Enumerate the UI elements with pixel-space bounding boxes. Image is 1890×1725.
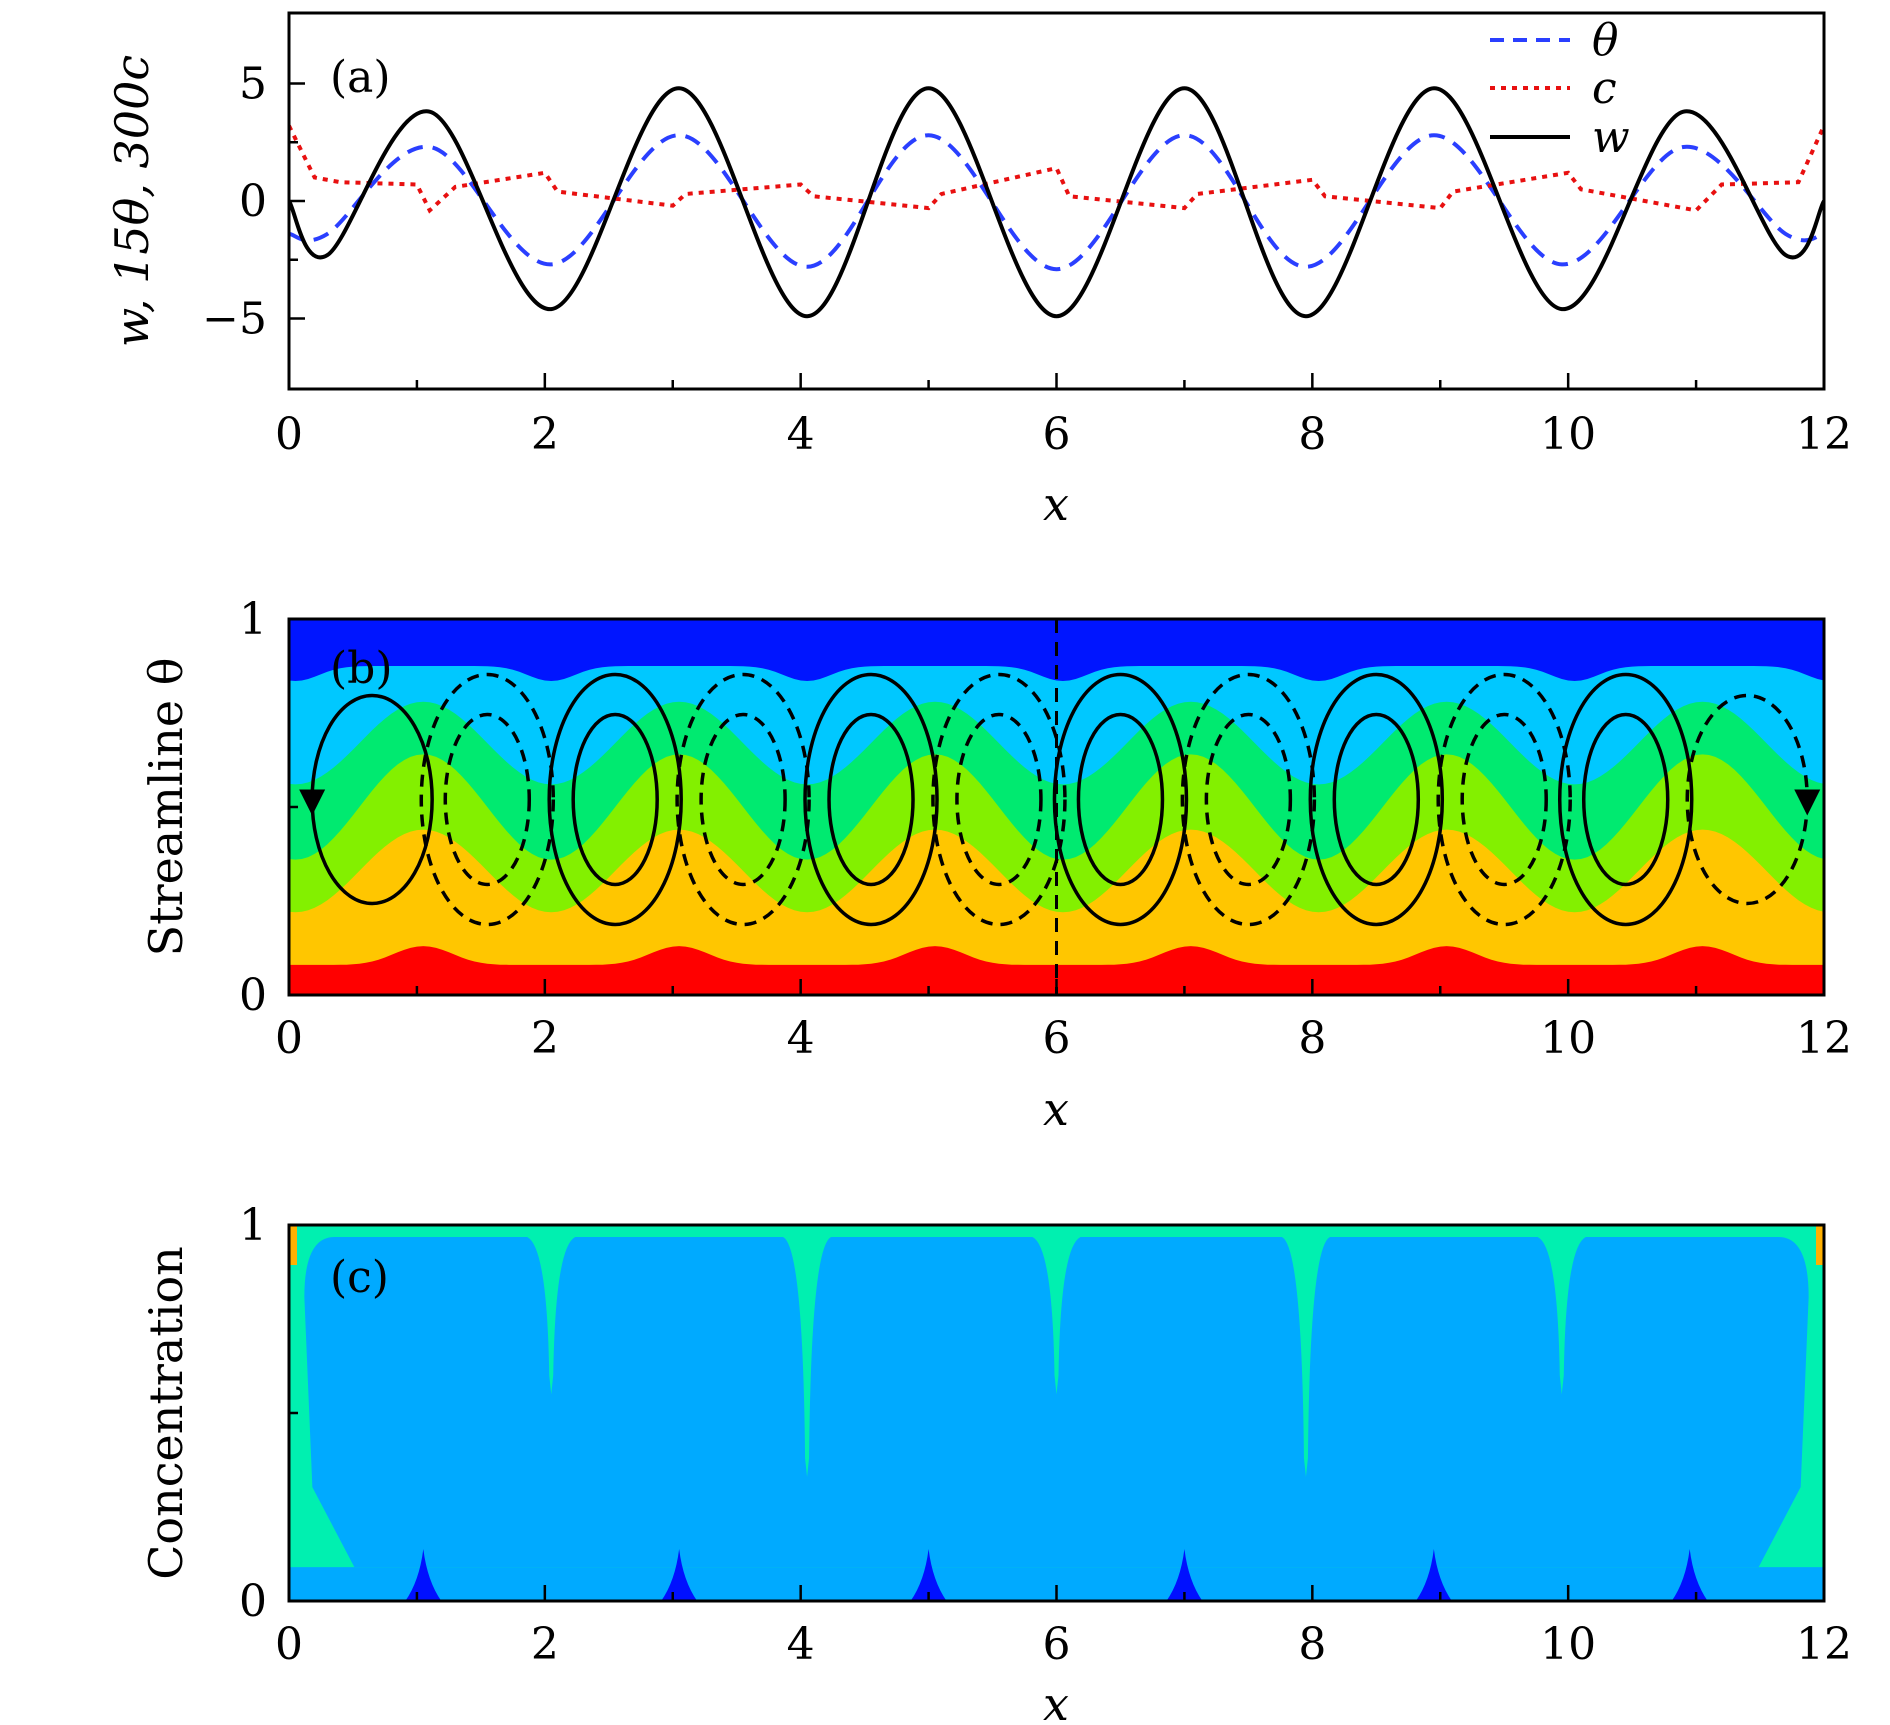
xtick-label: 6 <box>1043 409 1071 460</box>
xtick-label: 8 <box>1298 1013 1326 1064</box>
flow-arrow-icon <box>1794 789 1821 816</box>
panel-c-concentration-map: 0 2 4 6 8 10 12 0 1 (c) x Concentration <box>139 1200 1852 1725</box>
ytick-label: 5 <box>239 59 267 110</box>
streamline-inner <box>1332 712 1421 887</box>
series-0-line <box>289 133 1824 272</box>
xtick-label: 8 <box>1298 1619 1326 1670</box>
streamline-outer <box>547 672 683 927</box>
concentration-spike <box>910 1549 947 1601</box>
ytick-label: 0 <box>239 1576 267 1627</box>
ytick-label: 1 <box>239 594 267 645</box>
streamline-inner <box>1204 712 1293 887</box>
streamline-outer <box>419 672 556 927</box>
panel-a-xlabel: x <box>1043 477 1069 531</box>
concentration-spike <box>1166 1549 1203 1601</box>
xtick-label: 0 <box>275 409 303 460</box>
wall-corner <box>1816 1225 1824 1265</box>
ytick-label: 0 <box>239 970 267 1021</box>
streamline-inner <box>1076 712 1165 887</box>
xtick-label: 8 <box>1298 409 1326 460</box>
concentration-spike <box>405 1549 442 1601</box>
flow-arrow-icon <box>299 789 326 816</box>
streamline-inner <box>955 712 1043 887</box>
xtick-label: 6 <box>1043 1013 1071 1064</box>
ytick-label: −5 <box>202 294 267 345</box>
streamline-inner <box>1460 712 1548 887</box>
xtick-label: 4 <box>787 1013 815 1064</box>
streamline-outer <box>1308 672 1445 927</box>
xtick-label: 12 <box>1796 409 1852 460</box>
concentration-spike <box>1415 1549 1452 1601</box>
streamline-outer <box>1180 672 1317 927</box>
xtick-label: 2 <box>531 1619 559 1670</box>
ytick-label: 1 <box>239 1200 267 1251</box>
xtick-label: 4 <box>787 409 815 460</box>
panel-c-tag: (c) <box>330 1252 389 1303</box>
panel-b-streamline-map: 0 2 4 6 8 10 12 0 1 (b) x Streamline θ <box>139 594 1852 1136</box>
streamline-outer <box>1052 672 1189 927</box>
xtick-label: 6 <box>1043 1619 1071 1670</box>
xtick-label: 2 <box>531 409 559 460</box>
streamline-inner <box>1581 712 1670 887</box>
xtick-label: 0 <box>275 1619 303 1670</box>
legend-c-label: c <box>1592 63 1617 114</box>
wall-corner <box>289 1225 297 1265</box>
panel-b-xlabel: x <box>1043 1082 1069 1136</box>
xtick-label: 2 <box>531 1013 559 1064</box>
streamline-outer <box>1436 672 1572 927</box>
panel-a-ylabel: w, 15θ, 300c <box>105 55 159 347</box>
legend-w-label: w <box>1592 112 1630 163</box>
streamline-outer <box>803 672 939 927</box>
panel-a-tag: (a) <box>330 52 391 103</box>
streamline-inner <box>571 712 659 887</box>
series-1-line <box>289 124 1824 214</box>
panel-b-tag: (b) <box>330 643 393 694</box>
streamline-inner <box>443 712 532 887</box>
panel-a-line-chart: 0 2 4 6 8 10 12 −5 0 5 (a) x w, 15θ, 300c θ c w <box>105 11 1852 531</box>
streamline-outer <box>1557 672 1694 927</box>
ytick-label: 0 <box>239 176 267 227</box>
concentration-spike <box>1671 1549 1708 1601</box>
streamline-inner <box>699 712 787 887</box>
xtick-label: 0 <box>275 1013 303 1064</box>
panel-c-xlabel: x <box>1043 1677 1069 1725</box>
xtick-label: 12 <box>1796 1619 1852 1670</box>
streamline-outer <box>931 672 1067 927</box>
streamline-outer <box>675 672 811 927</box>
panel-a-legend: θ c w <box>1490 15 1630 163</box>
xtick-label: 10 <box>1540 1013 1596 1064</box>
concentration-spike <box>661 1549 698 1601</box>
xtick-label: 12 <box>1796 1013 1852 1064</box>
panel-b-ylabel: Streamline θ <box>139 658 193 957</box>
streamline-inner <box>827 712 915 887</box>
panel-c-ylabel: Concentration <box>139 1246 193 1580</box>
series-2-line <box>289 86 1824 319</box>
bulk-concentration <box>304 1237 1809 1568</box>
legend-theta-label: θ <box>1592 15 1619 66</box>
xtick-label: 4 <box>787 1619 815 1670</box>
xtick-label: 10 <box>1540 1619 1596 1670</box>
xtick-label: 10 <box>1540 409 1596 460</box>
